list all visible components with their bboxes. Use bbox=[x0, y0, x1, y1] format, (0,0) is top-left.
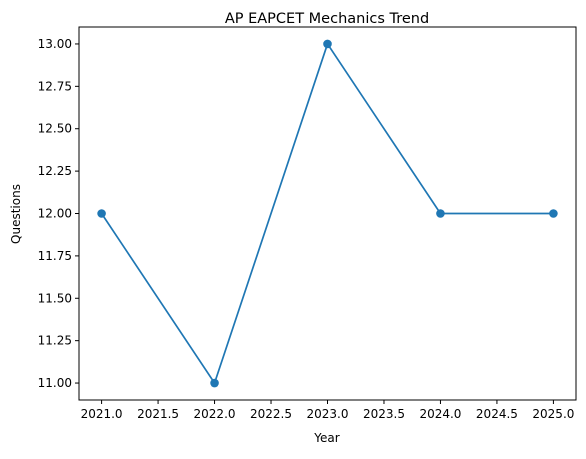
y-axis-label: Questions bbox=[9, 184, 23, 244]
series-points bbox=[97, 39, 558, 388]
data-point bbox=[210, 378, 219, 388]
y-tick-label: 12.25 bbox=[38, 164, 72, 178]
x-axis-label: Year bbox=[313, 431, 339, 445]
data-point bbox=[323, 39, 332, 49]
y-tick-label: 12.75 bbox=[38, 79, 72, 93]
x-tick-label: 2023.0 bbox=[307, 407, 349, 421]
x-tick-label: 2024.0 bbox=[419, 407, 461, 421]
data-point bbox=[436, 209, 445, 218]
x-tick-label: 2025.0 bbox=[532, 407, 574, 421]
x-tick-label: 2023.5 bbox=[363, 407, 405, 421]
x-tick-label: 2021.5 bbox=[137, 407, 179, 421]
y-axis: 11.00 11.25 11.50 11.75 12.00 12.25 12.50 12.75… bbox=[38, 37, 79, 390]
y-tick-label: 11.00 bbox=[38, 376, 72, 390]
x-tick-label: 2024.5 bbox=[476, 407, 518, 421]
data-point bbox=[97, 209, 106, 218]
x-tick-label: 2022.0 bbox=[194, 407, 236, 421]
series-line bbox=[100, 42, 554, 385]
y-tick-label: 11.25 bbox=[38, 334, 72, 348]
x-tick-label: 2021.0 bbox=[81, 407, 123, 421]
x-axis: 2021.0 2021.5 2022.0 2022.5 2023.0 2023.5 2024… bbox=[81, 400, 574, 421]
y-tick-label: 13.00 bbox=[38, 37, 72, 51]
y-tick-label: 12.50 bbox=[38, 122, 72, 136]
data-point bbox=[549, 209, 558, 218]
x-tick-label: 2022.5 bbox=[250, 407, 292, 421]
y-tick-label: 11.50 bbox=[38, 291, 72, 305]
y-tick-label: 11.75 bbox=[38, 249, 72, 263]
y-tick-label: 12.00 bbox=[38, 207, 72, 221]
chart-title: AP EAPCET Mechanics Trend bbox=[225, 11, 429, 27]
